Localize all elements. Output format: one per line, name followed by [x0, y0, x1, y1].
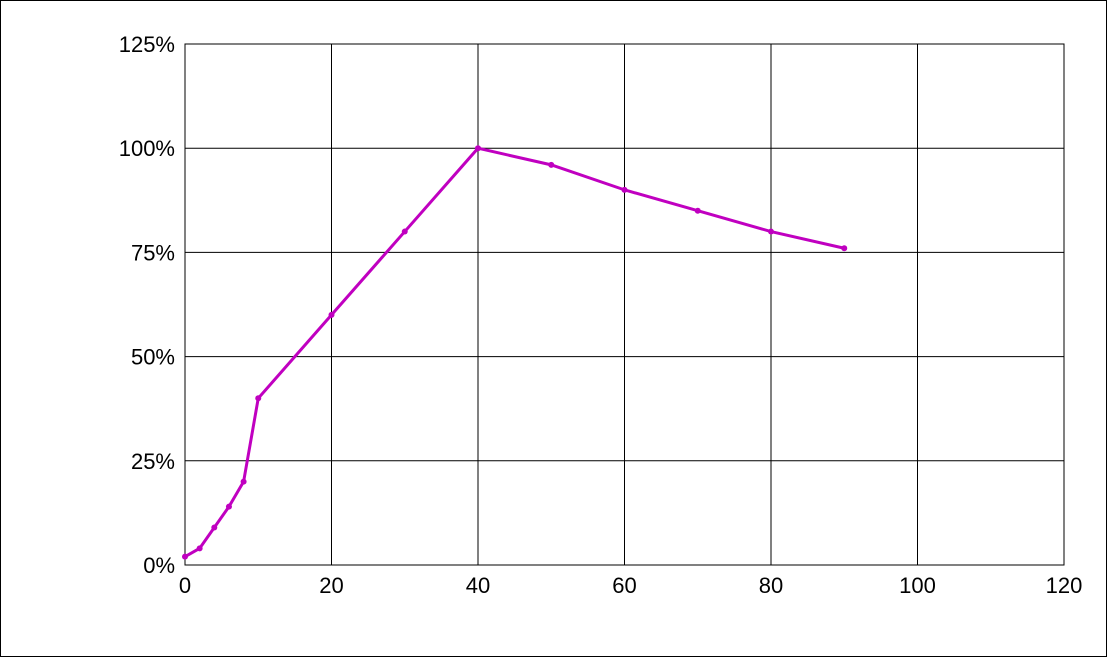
y-tick-label: 25% [131, 449, 175, 474]
data-point [841, 245, 848, 252]
data-point [401, 228, 408, 235]
data-point [548, 161, 555, 168]
data-point [240, 478, 247, 485]
x-tick-label: 20 [319, 573, 343, 598]
data-point [621, 186, 628, 193]
x-tick-label: 100 [899, 573, 936, 598]
series-layer [182, 145, 848, 560]
x-tick-label: 40 [466, 573, 490, 598]
data-point [768, 228, 774, 235]
data-point [211, 524, 218, 531]
data-point [182, 553, 188, 560]
x-tick-label: 120 [1046, 573, 1083, 598]
x-tick-label: 60 [612, 573, 636, 598]
data-point [328, 311, 335, 318]
y-tick-label: 100% [119, 136, 175, 161]
gridlines [184, 43, 1065, 566]
data-point [225, 503, 232, 510]
x-axis: 0 20 40 60 80 100 120 [179, 573, 1082, 598]
y-axis: 125% 100% 75% 50% 25% 0% [119, 32, 175, 578]
y-tick-label: 75% [131, 240, 175, 265]
y-tick-label: 0% [143, 553, 175, 578]
data-point [694, 207, 701, 214]
y-tick-label: 50% [131, 345, 175, 370]
data-point [255, 395, 262, 402]
data-point [475, 145, 481, 152]
x-tick-label: 80 [759, 573, 783, 598]
data-point [196, 545, 203, 552]
x-tick-label: 0 [179, 573, 191, 598]
series-line [184, 146, 845, 558]
y-tick-label: 125% [119, 32, 175, 57]
